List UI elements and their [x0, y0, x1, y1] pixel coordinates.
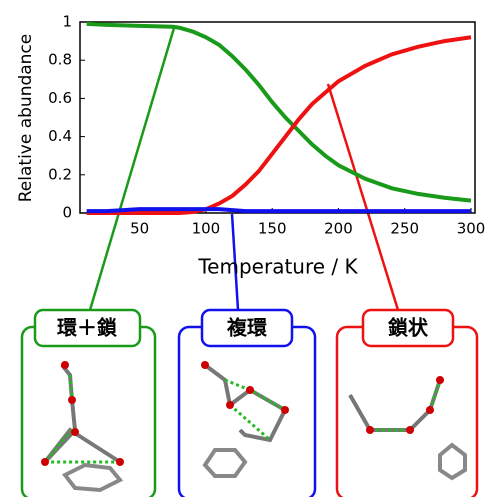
x-axis-label: Temperature / K	[197, 255, 358, 279]
x-tick-label: 250	[390, 220, 419, 238]
chart: Relative abundance Temperature / K 環＋鎖 複…	[0, 0, 491, 497]
x-tick-label: 100	[192, 220, 221, 238]
x-tick-label: 300	[457, 220, 486, 238]
plot-frame	[80, 22, 475, 213]
x-tick-label: 150	[258, 220, 287, 238]
y-axis-label: Relative abundance	[16, 34, 36, 203]
panel	[179, 327, 315, 497]
molecule	[45, 365, 465, 490]
y-tick-label: 0.4	[48, 127, 72, 145]
annotation: 環＋鎖	[57, 316, 118, 340]
hbond	[45, 375, 440, 462]
x-tick-label: 200	[324, 220, 353, 238]
y-tick-label: 0.2	[48, 165, 72, 183]
y-tick-label: 0.8	[48, 51, 72, 69]
annotation: 鎖状	[388, 316, 429, 340]
series-line	[87, 209, 471, 211]
y-tick-label: 1	[62, 13, 72, 31]
series-line	[87, 24, 471, 201]
panel	[22, 327, 155, 497]
y-tick-label: 0.6	[48, 89, 72, 107]
y-tick-label: 0	[62, 204, 72, 222]
x-tick-label: 50	[130, 220, 149, 238]
annotation: 複環	[227, 316, 268, 340]
pointer	[90, 28, 174, 310]
